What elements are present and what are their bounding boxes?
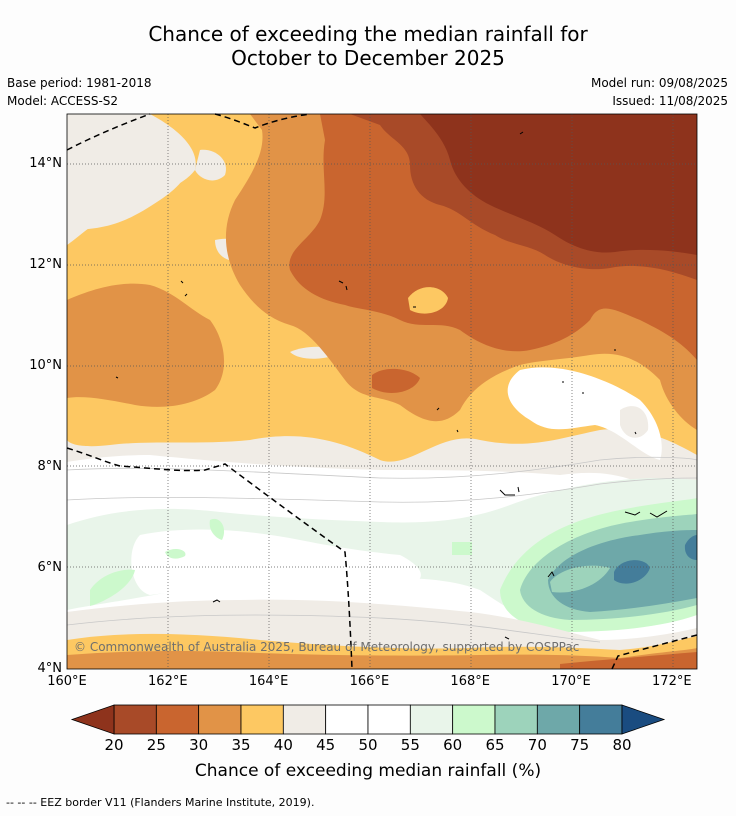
x-tick-label: 162°E	[148, 674, 188, 689]
colorbar-segment	[452, 704, 496, 735]
colorbar-segment	[325, 704, 369, 735]
colorbar-tick-label: 20	[104, 736, 124, 754]
eez-border	[66, 113, 698, 670]
y-tick-label: 14°N	[29, 156, 62, 172]
colorbar-tick-label: 45	[316, 736, 336, 754]
meta-right: Model run: 09/08/2025 Issued: 11/08/2025	[591, 74, 728, 110]
x-tick-label: 168°E	[450, 674, 490, 689]
issued-text: Issued: 11/08/2025	[612, 94, 728, 108]
y-tick-label: 8°N	[37, 459, 63, 475]
colorbar-segment	[579, 704, 623, 735]
colorbar-tick-label: 30	[189, 736, 209, 754]
colorbar-tick-label: 75	[570, 736, 590, 754]
copyright-text: © Commonwealth of Australia 2025, Bureau…	[74, 640, 580, 654]
y-tick-label: 6°N	[37, 560, 63, 576]
island-marks	[115, 131, 668, 640]
colorbar-segment	[409, 704, 454, 735]
colorbar-high-extension	[621, 704, 666, 735]
colorbar-title: Chance of exceeding median rainfall (%)	[194, 761, 542, 781]
colorbar-tick-label: 55	[400, 736, 420, 754]
colorbar-tick-label: 65	[485, 736, 505, 754]
chart-title: Chance of exceeding the median rainfall …	[0, 22, 736, 70]
title-line-2: October to December 2025	[231, 46, 505, 70]
x-tick-label: 170°E	[551, 674, 591, 689]
colorbar-low-extension	[70, 704, 115, 735]
x-tick-label: 172°E	[652, 674, 692, 689]
colorbar-tick-label: 80	[612, 736, 632, 754]
x-tick-label: 164°E	[248, 674, 289, 689]
colorbar-segment	[155, 704, 200, 735]
colorbar-segment	[494, 704, 538, 735]
graticule	[67, 114, 697, 669]
base-period-text: Base period: 1981-2018	[7, 76, 152, 90]
colorbar-segment	[367, 704, 411, 735]
colorbar-segment	[240, 704, 284, 735]
model-text: Model: ACCESS-S2	[7, 94, 119, 108]
y-tick-label: 10°N	[29, 358, 62, 374]
colorbar-segment	[536, 704, 581, 735]
colorbar-tick-label: 60	[443, 736, 463, 754]
rainfall-field	[67, 114, 697, 669]
colorbar-tick-label: 40	[273, 736, 293, 754]
colorbar-tick-label: 25	[146, 736, 166, 754]
y-tick-label: 4°N	[37, 661, 63, 676]
colorbar-segment	[198, 704, 242, 735]
x-tick-label: 166°E	[349, 674, 390, 689]
x-tick-label: 160°E	[47, 674, 87, 689]
colorbar-segment	[113, 704, 157, 735]
colorbar-tick-label: 50	[358, 736, 378, 754]
colorbar-tick-label: 35	[231, 736, 251, 754]
colorbar-segment	[282, 704, 327, 735]
title-line-1: Chance of exceeding the median rainfall …	[148, 22, 588, 46]
colorbar	[70, 704, 666, 735]
eez-footnote: -- -- -- EEZ border V11 (Flanders Marine…	[6, 796, 315, 809]
y-tick-label: 12°N	[29, 257, 62, 273]
meta-left: Base period: 1981-2018 Model: ACCESS-S2	[7, 74, 152, 110]
map-frame	[66, 113, 698, 670]
model-run-text: Model run: 09/08/2025	[590, 76, 728, 90]
colorbar-tick-label: 70	[527, 736, 547, 754]
